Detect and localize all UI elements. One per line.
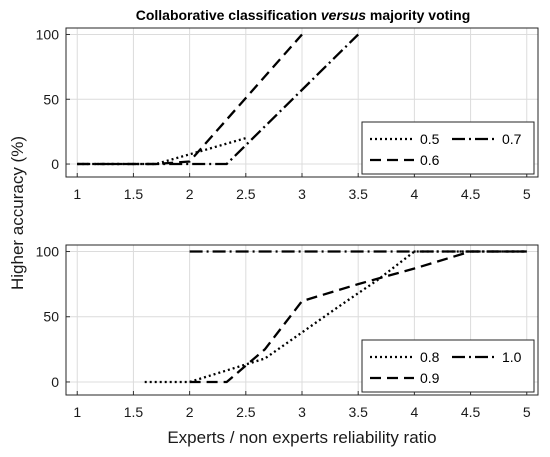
x-tick-label: 3 xyxy=(298,404,306,420)
series-line-0.9 xyxy=(189,250,527,384)
axes-box xyxy=(65,27,539,178)
legend-box xyxy=(361,339,535,393)
x-tick-label: 2.5 xyxy=(236,186,256,202)
x-tick-label: 4 xyxy=(410,186,418,202)
y-tick-label: 0 xyxy=(51,156,59,172)
legend-entry: 0.6 xyxy=(420,152,440,168)
y-tick-label: 100 xyxy=(36,26,60,42)
x-tick-label: 1 xyxy=(73,404,81,420)
legend-entry: 1.0 xyxy=(502,349,522,365)
x-tick-label: 4.5 xyxy=(461,404,481,420)
legend-box xyxy=(361,121,535,175)
y-tick-label: 50 xyxy=(43,91,59,107)
x-tick-label: 1.5 xyxy=(124,404,144,420)
series-line-0.6 xyxy=(77,33,303,166)
x-tick-label: 3.5 xyxy=(348,186,368,202)
x-tick-label: 2.5 xyxy=(236,404,256,420)
series-line-0.7 xyxy=(77,33,360,166)
legend: 0.5 0.6 0.7 xyxy=(361,121,535,175)
x-tick-label: 4.5 xyxy=(461,186,481,202)
x-tick-label: 2 xyxy=(186,404,194,420)
x-tick-label: 1.5 xyxy=(124,186,144,202)
legend-entry: 0.7 xyxy=(502,131,522,147)
legend-entry: 0.5 xyxy=(420,131,440,147)
x-tick-label: 5 xyxy=(523,404,531,420)
y-tick-label: 50 xyxy=(43,309,59,325)
x-tick-label: 4 xyxy=(410,404,418,420)
x-tick-label: 3 xyxy=(298,186,306,202)
legend-entry: 0.9 xyxy=(420,370,440,386)
y-axis-label: Higher accuracy (%) xyxy=(8,136,27,290)
x-tick-label: 5 xyxy=(523,186,531,202)
legend: 0.8 0.9 1.0 xyxy=(361,339,535,393)
x-tick-label: 3.5 xyxy=(348,404,368,420)
y-tick-label: 100 xyxy=(36,244,60,260)
chart-title: Collaborative classification versus majo… xyxy=(136,7,471,23)
x-tick-label: 1 xyxy=(73,186,81,202)
x-axis-label: Experts / non experts reliability ratio xyxy=(167,428,436,447)
axes-box xyxy=(65,244,539,396)
legend-entry: 0.8 xyxy=(420,349,440,365)
x-tick-label: 2 xyxy=(186,186,194,202)
y-tick-label: 0 xyxy=(51,374,59,390)
series-line-0.8 xyxy=(144,250,527,384)
